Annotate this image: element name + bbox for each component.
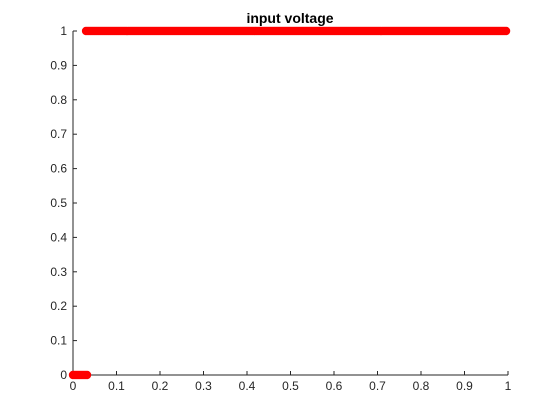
y-axis: 0 0.1 0.2 0.3 0.4 0.5 0.6 0.7 0.8 0.9 1	[50, 24, 77, 382]
y-tick-label: 0.1	[50, 334, 67, 348]
y-tick-label: 0	[60, 368, 67, 382]
x-tick-label: 0.9	[456, 379, 473, 393]
x-tick-label: 0.2	[152, 379, 169, 393]
x-tick-label: 0.6	[326, 379, 343, 393]
x-tick-label: 0.5	[282, 379, 299, 393]
x-axis: 0 0.1 0.2 0.3 0.4 0.5 0.6 0.7 0.8 0.9 1	[70, 371, 512, 393]
x-tick-label: 0.7	[369, 379, 386, 393]
x-tick-label: 0.1	[108, 379, 125, 393]
y-tick-label: 1	[60, 24, 67, 38]
data-point	[82, 370, 92, 380]
x-tick-label: 0.3	[195, 379, 212, 393]
y-tick-label: 0.9	[50, 58, 67, 72]
y-tick-label: 0.4	[50, 230, 67, 244]
x-tick-label: 0.4	[239, 379, 256, 393]
y-tick-label: 0.5	[50, 196, 67, 210]
y-tick-label: 0.8	[50, 93, 67, 107]
chart-title: input voltage	[246, 10, 333, 26]
y-tick-label: 0.3	[50, 265, 67, 279]
x-tick-label: 1	[505, 379, 512, 393]
y-tick-label: 0.7	[50, 127, 67, 141]
x-tick-label: 0.8	[413, 379, 430, 393]
data-markers	[68, 26, 511, 380]
y-tick-label: 0.2	[50, 299, 67, 313]
x-tick-label: 0	[70, 379, 77, 393]
y-tick-label: 0.6	[50, 162, 67, 176]
data-point	[501, 26, 511, 36]
